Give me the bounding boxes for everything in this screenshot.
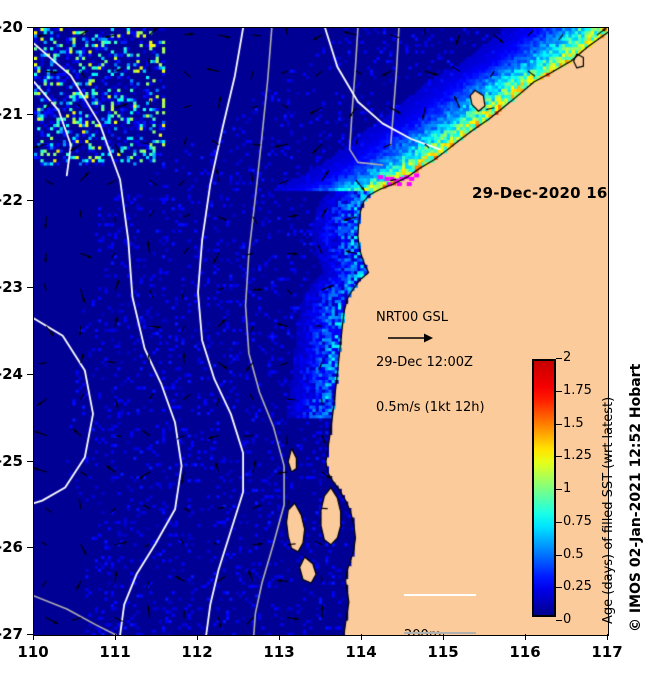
colorbar-tick-label: 0.75 <box>563 513 592 529</box>
colorbar-tick <box>556 489 562 490</box>
x-tick <box>197 634 198 640</box>
y-tick <box>27 200 33 202</box>
y-tick-label: -23 <box>0 278 23 297</box>
y-tick <box>27 460 33 462</box>
x-tick <box>115 634 116 640</box>
depth-1000m-legend-line <box>404 632 476 634</box>
y-tick <box>27 634 33 635</box>
sst-age-heatmap-canvas <box>34 28 608 635</box>
y-tick <box>27 27 33 28</box>
colorbar-tick <box>556 358 562 359</box>
colorbar-tick-label: 2 <box>563 350 572 365</box>
colorbar[interactable] <box>532 359 558 621</box>
current-scale-label: 0.5m/s (1kt 12h) <box>376 400 485 415</box>
colorbar-tick-label: 0.25 <box>563 579 592 595</box>
colorbar-tick <box>556 521 562 523</box>
x-tick <box>33 634 34 640</box>
colorbar-gradient <box>532 359 556 617</box>
y-tick <box>27 287 33 289</box>
depth-200m-label: 200m <box>404 628 450 635</box>
current-source-label: NRT00 GSL <box>376 310 448 325</box>
current-annotation: NRT00 GSL 29-Dec 12:00Z 0.5m/s (1kt 12h) <box>376 280 485 445</box>
x-tick-label: 115 <box>427 643 459 661</box>
depth-legend: 200m 1000m <box>404 596 450 635</box>
colorbar-tick-label: 1 <box>563 481 572 496</box>
x-tick-label: 111 <box>99 643 131 661</box>
y-tick-label: -21 <box>0 104 23 123</box>
map-plot-area[interactable]: 29-Dec-2020 16Z NRT00 GSL 29-Dec 12:00Z … <box>33 27 609 636</box>
y-tick-label: -20 <box>0 18 23 36</box>
colorbar-title: Age (days) of filled SST (wrt latest) <box>601 396 616 624</box>
colorbar-tick <box>556 423 562 425</box>
colorbar-tick-label: 0 <box>563 612 572 627</box>
colorbar-tick <box>556 587 562 589</box>
credit-label: © IMOS 02-Jan-2021 12:52 Hobart <box>628 363 644 632</box>
y-tick <box>27 113 33 115</box>
x-tick-label: 114 <box>345 643 377 661</box>
x-tick-label: 117 <box>591 643 623 661</box>
y-tick-label: -26 <box>0 538 23 557</box>
colorbar-tick <box>556 390 562 392</box>
x-tick <box>525 634 526 640</box>
y-tick <box>27 373 33 375</box>
y-tick-label: -27 <box>0 625 23 643</box>
x-tick-label: 113 <box>263 643 295 661</box>
x-tick-label: 110 <box>17 643 49 661</box>
current-scale-arrow-icon <box>388 333 433 343</box>
colorbar-tick-label: 1.75 <box>563 382 592 398</box>
y-tick-label: -24 <box>0 364 23 383</box>
x-tick-label: 116 <box>509 643 541 661</box>
colorbar-tick <box>556 554 562 556</box>
x-tick <box>361 634 362 640</box>
y-tick-label: -25 <box>0 451 23 470</box>
y-tick-label: -22 <box>0 191 23 210</box>
current-time-label: 29-Dec 12:00Z <box>376 355 473 370</box>
colorbar-tick-label: 1.25 <box>563 448 592 464</box>
x-tick <box>607 634 608 640</box>
x-tick-label: 112 <box>181 643 213 661</box>
depth-200m-legend-line <box>404 594 476 596</box>
colorbar-tick-label: 1.5 <box>563 415 584 431</box>
x-tick <box>279 634 280 640</box>
colorbar-tick <box>556 456 562 458</box>
y-tick <box>27 547 33 549</box>
x-tick <box>443 634 444 640</box>
colorbar-tick <box>556 620 562 621</box>
date-label: 29-Dec-2020 16Z <box>472 184 609 202</box>
colorbar-tick-label: 0.5 <box>563 546 584 562</box>
